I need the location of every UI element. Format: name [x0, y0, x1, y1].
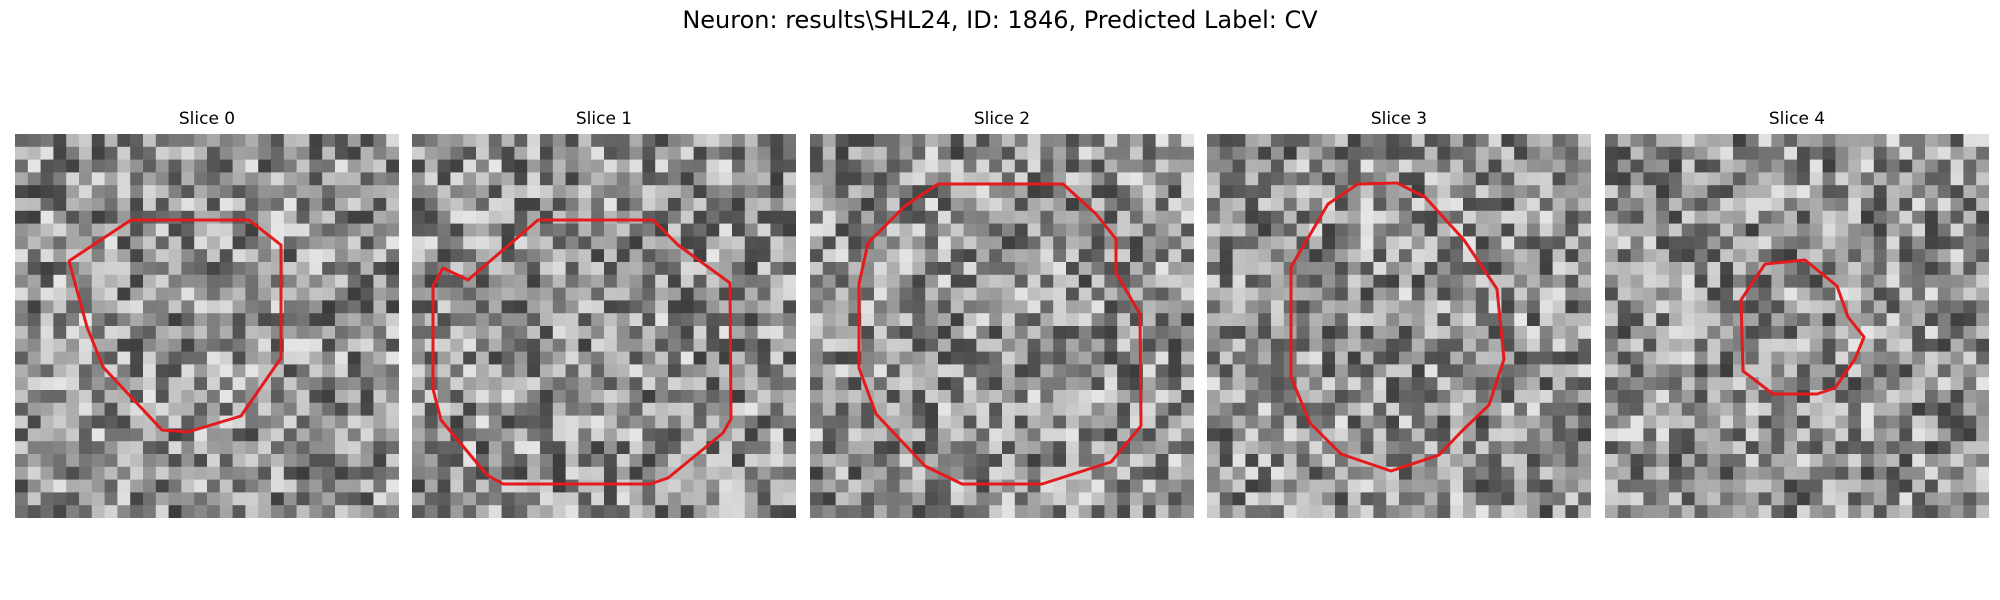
roi-contour — [857, 182, 1143, 486]
roi-contour — [431, 218, 733, 486]
slice-title: Slice 3 — [1370, 109, 1428, 129]
roi-contour — [1739, 258, 1866, 396]
slice-image — [1207, 134, 1591, 518]
pixel-grid — [15, 134, 399, 518]
roi-contour — [1289, 181, 1506, 473]
slice-panel-4: Slice 4 — [1605, 108, 1989, 518]
slice-panel-0: Slice 0 — [15, 108, 399, 518]
slice-image — [412, 134, 796, 518]
slice-title: Slice 2 — [973, 109, 1031, 129]
slice-panel-2: Slice 2 — [810, 108, 1194, 518]
slice-panel-3: Slice 3 — [1207, 108, 1591, 518]
slice-title: Slice 4 — [1768, 109, 1826, 129]
roi-contour — [67, 218, 283, 434]
slice-title: Slice 0 — [178, 109, 236, 129]
slice-image — [810, 134, 1194, 518]
pixel-grid — [810, 134, 1194, 518]
figure-title: Neuron: results\SHL24, ID: 1846, Predict… — [682, 6, 1318, 34]
slice-image — [15, 134, 399, 518]
slice-panel-1: Slice 1 — [412, 108, 796, 518]
slice-title: Slice 1 — [575, 109, 633, 129]
slice-image — [1605, 134, 1989, 518]
pixel-grid — [412, 134, 796, 518]
pixel-grid — [1207, 134, 1591, 518]
pixel-grid — [1605, 134, 1989, 518]
